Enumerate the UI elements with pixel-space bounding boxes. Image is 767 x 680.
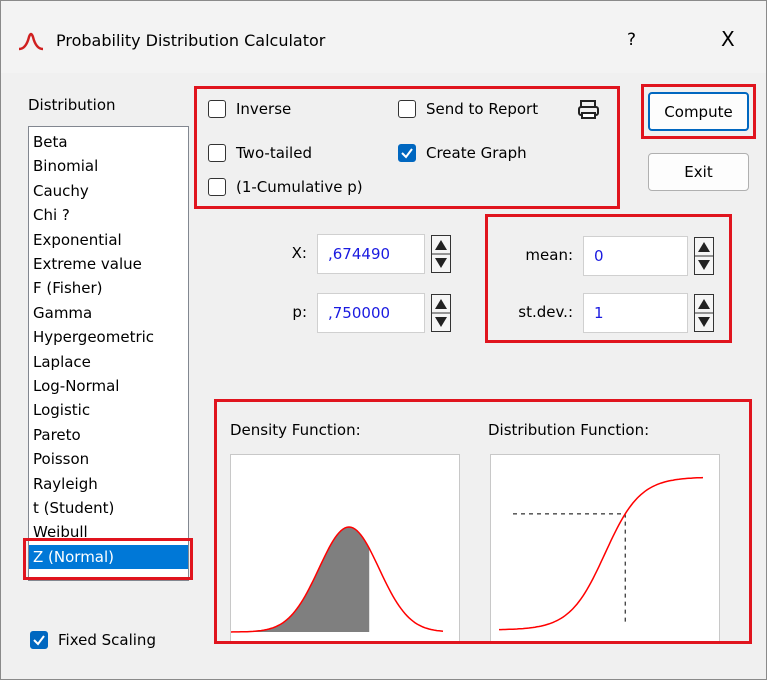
checkbox[interactable]: [208, 178, 226, 196]
distribution-graph-label: Distribution Function:: [488, 421, 650, 439]
list-item[interactable]: Beta: [33, 133, 68, 151]
list-item[interactable]: Log-Normal: [33, 377, 120, 395]
list-item[interactable]: Poisson: [33, 450, 90, 469]
title-bar: Probability Distribution Calculator ? X: [1, 1, 766, 73]
density-curve: [230, 526, 444, 633]
highlight-box: [214, 399, 752, 644]
spin-button[interactable]: [431, 294, 451, 332]
window-title: Probability Distribution Calculator: [56, 31, 326, 50]
quantile-guide: [513, 513, 626, 623]
option-label: Inverse: [236, 100, 292, 118]
printer-icon[interactable]: [577, 99, 601, 121]
list-item[interactable]: Logistic: [33, 401, 91, 420]
spin-button[interactable]: [694, 294, 714, 332]
list-item[interactable]: F (Fisher): [33, 279, 103, 298]
list-item[interactable]: Laplace: [33, 352, 91, 371]
list-item[interactable]: Hypergeometric: [33, 328, 155, 347]
compute-button[interactable]: Compute: [648, 92, 749, 131]
list-item[interactable]: Exponential: [33, 230, 122, 249]
distribution-list[interactable]: Beta Binomial Cauchy Chi ? Exponential Extrem…: [28, 126, 189, 581]
density-label: Density Function:: [230, 421, 361, 439]
list-item[interactable]: Rayleigh: [33, 474, 98, 493]
list-item[interactable]: Pareto: [33, 425, 81, 444]
field-label: X:: [291, 244, 307, 262]
highlight-box: [194, 86, 620, 209]
density-plot: [230, 454, 460, 641]
shaded-area: [231, 527, 370, 632]
checkbox[interactable]: [398, 144, 416, 162]
exit-button[interactable]: Exit: [648, 153, 749, 191]
field-input[interactable]: ,674490: [317, 234, 425, 274]
help-button[interactable]: ?: [627, 30, 637, 50]
option-label: Send to Report: [426, 100, 539, 118]
field-label: mean:: [525, 246, 573, 264]
list-item[interactable]: Cauchy: [33, 181, 89, 200]
fixed-scaling-label: Fixed Scaling: [58, 631, 156, 649]
highlight-box: [23, 538, 193, 580]
app-icon: [18, 32, 44, 51]
highlight-box: [485, 214, 732, 343]
checkbox[interactable]: [208, 144, 226, 162]
field-input[interactable]: 1: [583, 293, 688, 333]
checkbox[interactable]: [398, 100, 416, 118]
list-item[interactable]: Weibull: [33, 523, 88, 542]
checkbox[interactable]: [208, 100, 226, 118]
list-item[interactable]: Extreme value: [33, 255, 142, 273]
distribution-label: Distribution: [28, 96, 116, 114]
highlight-box: [641, 84, 756, 139]
option-label: Two-tailed: [236, 144, 312, 162]
spin-button[interactable]: [694, 237, 714, 275]
list-item[interactable]: Binomial: [33, 157, 99, 176]
list-item[interactable]: t (Student): [33, 499, 115, 517]
list-item[interactable]: Gamma: [33, 303, 93, 322]
option-label: (1-Cumulative p): [236, 178, 363, 196]
checkbox[interactable]: [30, 631, 48, 649]
distribution-curve: [499, 476, 704, 631]
distribution-plot: [490, 454, 720, 641]
list-item[interactable]: Chi ?: [33, 206, 70, 225]
field-input[interactable]: 0: [583, 236, 688, 276]
list-item[interactable]: Z (Normal): [29, 544, 188, 569]
option-label: Create Graph: [426, 144, 527, 162]
density-line: [230, 526, 444, 633]
close-button[interactable]: X: [721, 27, 735, 51]
spin-button[interactable]: [431, 235, 451, 273]
distribution-line: [499, 476, 704, 631]
field-input[interactable]: ,750000: [317, 293, 425, 333]
field-label: st.dev.:: [518, 303, 573, 321]
field-label: p:: [292, 303, 307, 321]
